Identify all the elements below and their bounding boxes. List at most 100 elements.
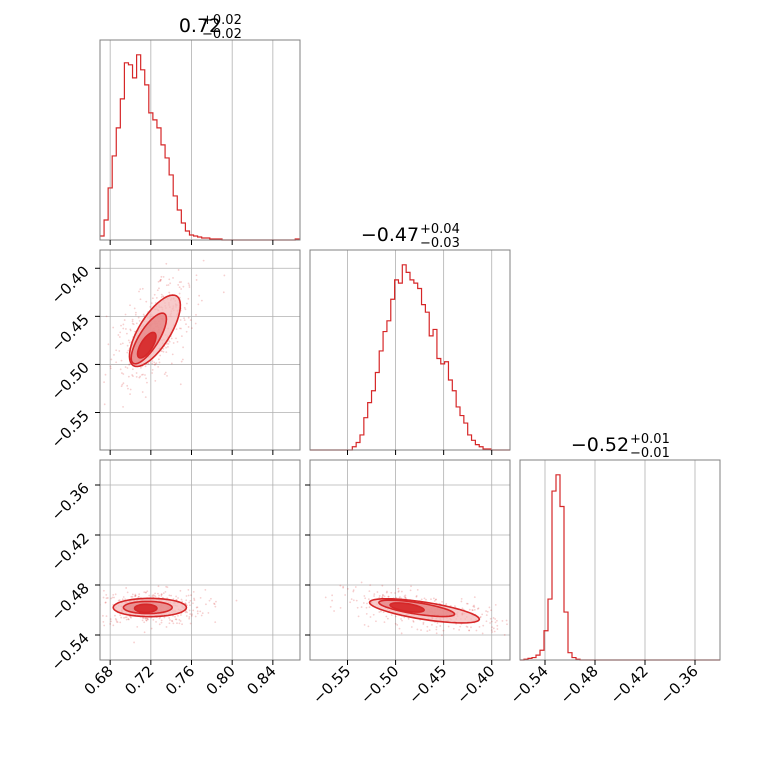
- sample-point: [128, 341, 131, 344]
- sample-point: [112, 326, 115, 329]
- sample-point: [162, 347, 165, 350]
- sample-point: [175, 328, 178, 331]
- sample-point: [129, 615, 132, 618]
- sample-point: [194, 615, 197, 618]
- sample-point: [331, 599, 333, 602]
- sample-point: [103, 624, 106, 627]
- sample-point: [105, 597, 108, 600]
- sample-point: [496, 624, 499, 627]
- sample-point: [189, 319, 192, 321]
- sample-point: [165, 262, 168, 265]
- sample-point: [196, 612, 199, 615]
- sample-point: [122, 323, 125, 326]
- sample-point: [407, 617, 410, 620]
- sample-point: [485, 610, 487, 612]
- sample-point: [170, 594, 173, 597]
- sample-point: [404, 596, 407, 599]
- sample-point: [129, 329, 132, 332]
- sample-point: [184, 602, 187, 605]
- sample-point: [109, 367, 112, 370]
- sample-point: [195, 606, 198, 609]
- sample-point: [390, 614, 393, 616]
- sample-point: [415, 595, 418, 598]
- sample-point: [163, 616, 166, 619]
- sample-point: [138, 290, 140, 293]
- sample-point: [120, 324, 122, 327]
- sample-point: [153, 293, 156, 296]
- sample-point: [171, 619, 173, 622]
- sample-point: [339, 606, 342, 609]
- sample-point: [397, 590, 400, 592]
- sample-point: [399, 596, 401, 598]
- sample-point: [150, 627, 153, 630]
- sample-point: [190, 327, 193, 330]
- sample-point: [159, 354, 161, 357]
- sample-point: [154, 592, 157, 595]
- sample-point: [530, 635, 532, 637]
- sample-point: [324, 596, 327, 599]
- sample-point: [106, 597, 109, 599]
- hist-panel-param-0: [99, 39, 301, 245]
- sample-point: [92, 606, 94, 608]
- x-tick-label: 0.84: [243, 662, 279, 698]
- sample-point: [433, 597, 435, 600]
- sample-point: [121, 383, 124, 386]
- sample-point: [214, 621, 217, 624]
- sample-point: [178, 286, 181, 289]
- sample-point: [115, 620, 118, 623]
- sample-point: [102, 620, 105, 623]
- sample-point: [381, 596, 384, 599]
- sample-point: [179, 589, 182, 592]
- sample-point: [305, 606, 307, 608]
- sample-point: [426, 630, 429, 632]
- sample-point: [127, 339, 130, 342]
- sample-point: [138, 376, 141, 379]
- sample-point: [139, 298, 142, 301]
- sample-point: [442, 629, 445, 632]
- sample-point: [118, 336, 121, 338]
- sample-point: [171, 353, 174, 356]
- sample-point: [131, 368, 134, 371]
- sample-point: [121, 342, 124, 345]
- sample-point: [125, 587, 128, 589]
- sample-point: [178, 292, 181, 295]
- sample-point: [496, 619, 498, 622]
- sample-point: [488, 606, 491, 609]
- sample-point: [176, 622, 178, 625]
- sample-point: [196, 606, 199, 609]
- sample-point: [129, 388, 132, 391]
- sample-point: [143, 591, 146, 594]
- sample-point: [477, 607, 480, 610]
- sample-point: [138, 593, 141, 596]
- sample-point: [436, 622, 439, 624]
- sample-point: [188, 609, 191, 612]
- sample-point: [143, 631, 146, 634]
- sample-point: [132, 375, 134, 378]
- sample-point: [465, 625, 468, 628]
- sample-point: [441, 600, 443, 603]
- sample-point: [160, 275, 163, 278]
- sample-point: [481, 613, 484, 616]
- plot-area: [305, 581, 532, 637]
- sample-point: [157, 280, 160, 283]
- sample-point: [355, 599, 358, 602]
- sample-point: [385, 615, 388, 618]
- sample-point: [166, 586, 169, 589]
- sample-point: [167, 345, 169, 348]
- sample-point: [189, 622, 192, 625]
- sample-point: [120, 385, 123, 388]
- sample-point: [132, 323, 135, 326]
- sample-point: [192, 609, 195, 612]
- sample-point: [349, 601, 352, 604]
- sample-point: [104, 601, 107, 604]
- sample-point: [160, 619, 163, 622]
- sample-point: [466, 626, 469, 628]
- sample-point: [96, 603, 98, 605]
- sample-point: [460, 597, 463, 600]
- sample-point: [130, 595, 133, 598]
- sample-point: [505, 619, 508, 622]
- sample-point: [176, 340, 179, 343]
- sample-point: [168, 291, 171, 294]
- sample-point: [147, 363, 150, 365]
- sample-point: [144, 396, 147, 399]
